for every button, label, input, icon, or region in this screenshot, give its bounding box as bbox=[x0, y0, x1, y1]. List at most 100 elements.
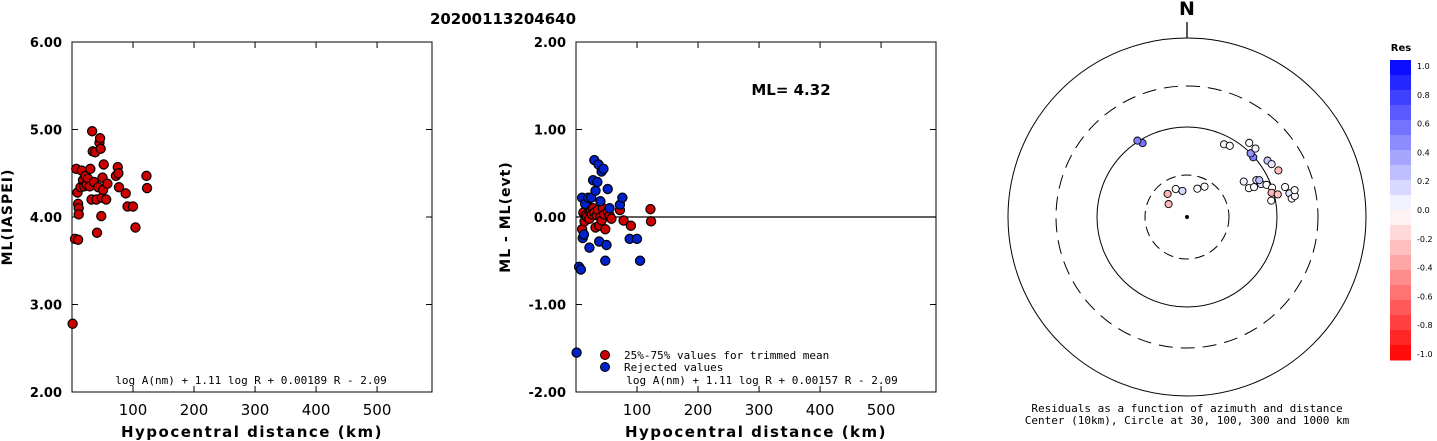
ring-30km bbox=[1144, 174, 1230, 260]
colorbar-tick-label: 0.6 bbox=[1417, 120, 1430, 129]
x-tick-label: 500 bbox=[867, 401, 896, 419]
station-marker bbox=[1251, 144, 1260, 153]
data-point bbox=[617, 192, 628, 203]
colorbar-ticks: 1.0 0.8 0.6 0.4 0.2 0.0 -0.2 -0.4 -0.6 -0.8 -1.0 bbox=[1417, 62, 1433, 359]
data-point bbox=[600, 224, 611, 235]
station-marker bbox=[1290, 186, 1299, 195]
colorbar-cell bbox=[1390, 300, 1411, 316]
x-tick-label: 400 bbox=[806, 401, 835, 419]
colorbar-cell bbox=[1390, 330, 1411, 346]
data-point bbox=[601, 239, 612, 251]
y-tick-label: 1.00 bbox=[534, 124, 566, 139]
y-tick-label: 0.00 bbox=[534, 211, 566, 226]
data-point bbox=[141, 170, 152, 182]
y-axis-ticks: -2.00 -1.00 0.00 1.00 2.00 bbox=[529, 36, 936, 401]
colorbar-cell bbox=[1390, 150, 1411, 166]
colorbar-cell bbox=[1390, 105, 1411, 121]
data-point bbox=[575, 264, 587, 275]
data-point bbox=[96, 210, 107, 222]
colorbar-cell bbox=[1390, 75, 1411, 91]
data-point bbox=[631, 233, 643, 245]
station-markers bbox=[1133, 136, 1299, 209]
data-point bbox=[606, 213, 617, 224]
epicenter-marker bbox=[1185, 215, 1189, 219]
data-point bbox=[571, 347, 582, 358]
station-marker bbox=[1178, 186, 1187, 195]
legend-marker-trimmed bbox=[600, 350, 610, 360]
x-axis-label: Hypocentral distance (km) bbox=[625, 423, 887, 441]
data-point bbox=[645, 216, 657, 227]
legend-marker-rejected bbox=[600, 362, 610, 372]
station-marker bbox=[1164, 200, 1173, 209]
colorbar-tick-label: -0.6 bbox=[1417, 292, 1433, 301]
y-tick-label: 3.00 bbox=[30, 299, 62, 314]
x-tick-label: 200 bbox=[684, 401, 713, 419]
station-marker bbox=[1239, 177, 1248, 186]
colorbar-tick-label: -0.8 bbox=[1417, 321, 1433, 330]
ring-300km bbox=[1055, 85, 1319, 349]
colorbar-cells bbox=[1390, 60, 1411, 361]
colorbar-tick-label: 0.4 bbox=[1417, 148, 1430, 157]
station-marker bbox=[1200, 182, 1209, 191]
data-point bbox=[127, 201, 139, 212]
colorbar-cell bbox=[1390, 60, 1411, 76]
data-point bbox=[578, 229, 590, 240]
north-label: N bbox=[1179, 0, 1195, 20]
plot-frame bbox=[71, 41, 433, 393]
formula-label: log A(nm) + 1.11 log R + 0.00189 R - 2.0… bbox=[115, 374, 387, 387]
data-point bbox=[625, 220, 637, 231]
data-point bbox=[113, 168, 124, 179]
data-point bbox=[72, 234, 84, 245]
colorbar-cell bbox=[1390, 255, 1411, 271]
data-point bbox=[102, 178, 113, 189]
station-marker bbox=[1225, 141, 1234, 150]
data-point bbox=[98, 159, 109, 170]
colorbar-tick-label: -0.4 bbox=[1417, 264, 1433, 273]
x-tick-label: 200 bbox=[180, 401, 209, 419]
y-tick-label: 6.00 bbox=[30, 36, 62, 51]
legend-label-trimmed: 25%-75% values for trimmed mean bbox=[624, 349, 829, 362]
y-axis-ticks: 2.00 3.00 4.00 5.00 6.00 bbox=[30, 36, 432, 401]
station-marker bbox=[1255, 176, 1264, 185]
data-point bbox=[595, 196, 606, 207]
data-point bbox=[94, 133, 106, 144]
colorbar-cell bbox=[1390, 240, 1411, 256]
y-axis-label: ML - ML(evt) bbox=[498, 161, 514, 272]
data-point bbox=[618, 215, 629, 226]
colorbar-cell bbox=[1390, 210, 1411, 226]
colorbar-tick-label: -1.0 bbox=[1417, 350, 1433, 359]
colorbar-cell bbox=[1390, 225, 1411, 241]
station-marker bbox=[1163, 189, 1172, 198]
data-point bbox=[634, 255, 646, 266]
x-tick-label: 300 bbox=[241, 401, 270, 419]
colorbar-cell bbox=[1390, 315, 1411, 331]
data-point bbox=[67, 318, 78, 329]
panel-ml-residual: -2.00 -1.00 0.00 1.00 2.00 100 200 300 400 500 M… bbox=[498, 36, 937, 441]
colorbar-cell bbox=[1390, 285, 1411, 301]
colorbar-cell bbox=[1390, 90, 1411, 106]
station-marker bbox=[1273, 190, 1282, 199]
data-point bbox=[584, 242, 595, 253]
station-marker bbox=[1267, 196, 1276, 205]
data-point bbox=[130, 222, 141, 233]
x-axis-ticks: 100 200 300 400 500 bbox=[119, 42, 392, 419]
x-tick-label: 500 bbox=[363, 401, 392, 419]
colorbar-cell bbox=[1390, 165, 1411, 181]
colorbar-title: Res bbox=[1391, 43, 1411, 54]
data-point bbox=[113, 182, 125, 193]
data-point bbox=[590, 185, 601, 196]
data-point bbox=[86, 126, 98, 137]
station-marker bbox=[1193, 184, 1202, 193]
colorbar-cell bbox=[1390, 270, 1411, 286]
colorbar-cell bbox=[1390, 120, 1411, 136]
ring-100km bbox=[1096, 126, 1278, 308]
colorbar-tick-label: 0.0 bbox=[1417, 206, 1430, 215]
data-point bbox=[95, 143, 106, 154]
data-point bbox=[602, 183, 613, 195]
data-point bbox=[604, 203, 615, 214]
scatter-points bbox=[67, 126, 153, 329]
formula-label: log A(nm) + 1.11 log R + 0.00157 R - 2.0… bbox=[626, 374, 898, 387]
data-point bbox=[141, 182, 153, 194]
legend-label-rejected: Rejected values bbox=[624, 361, 723, 374]
